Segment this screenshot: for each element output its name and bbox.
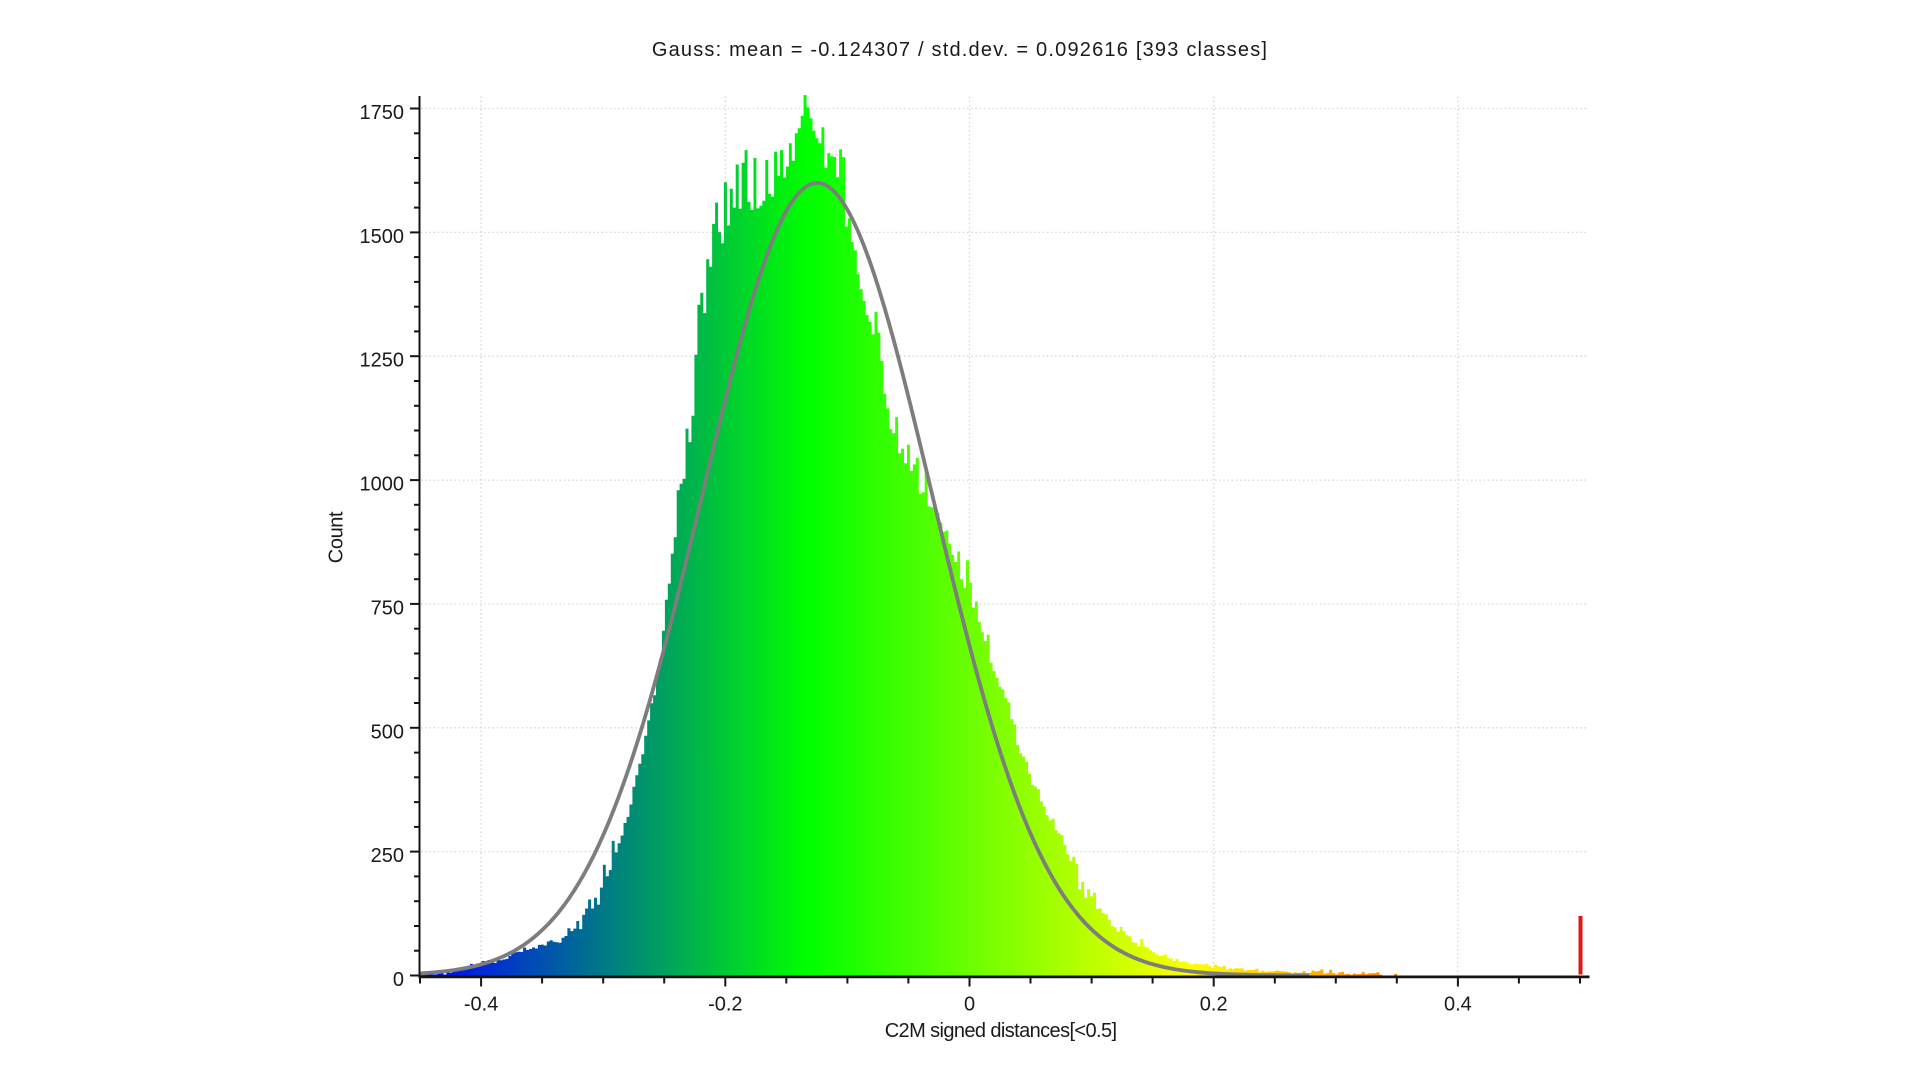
svg-text:1250: 1250: [360, 350, 405, 372]
svg-text:500: 500: [371, 721, 404, 743]
svg-text:-0.2: -0.2: [708, 994, 742, 1016]
svg-text:0.2: 0.2: [1200, 994, 1228, 1016]
svg-text:250: 250: [371, 845, 404, 867]
svg-text:1000: 1000: [360, 474, 405, 496]
svg-text:750: 750: [371, 597, 404, 619]
svg-text:0: 0: [964, 994, 975, 1016]
svg-text:Gauss: mean = -0.124307 / std.: Gauss: mean = -0.124307 / std.dev. = 0.0…: [652, 39, 1268, 61]
svg-text:1750: 1750: [360, 102, 405, 124]
svg-text:-0.4: -0.4: [464, 994, 498, 1016]
svg-text:1500: 1500: [360, 226, 405, 248]
svg-text:0.4: 0.4: [1444, 994, 1472, 1016]
svg-text:Count: Count: [326, 511, 348, 563]
svg-text:0: 0: [393, 969, 404, 991]
svg-text:C2M signed distances[<0.5]: C2M signed distances[<0.5]: [885, 1020, 1117, 1042]
